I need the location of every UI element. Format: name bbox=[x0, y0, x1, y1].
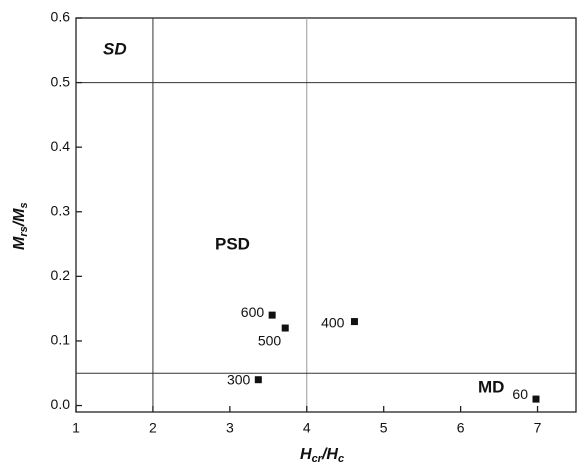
region-label: PSD bbox=[215, 234, 250, 253]
x-tick-label: 2 bbox=[149, 420, 157, 436]
data-point bbox=[268, 311, 276, 319]
label-part: rs bbox=[18, 226, 30, 236]
y-tick-label: 0.0 bbox=[51, 396, 71, 412]
x-tick-label: 4 bbox=[303, 420, 311, 436]
label-part: H bbox=[300, 446, 312, 463]
label-part: /H bbox=[321, 446, 338, 463]
data-point bbox=[532, 395, 540, 403]
y-tick-label: 0.4 bbox=[51, 138, 71, 154]
y-tick-label: 0.6 bbox=[51, 9, 71, 25]
region-label: SD bbox=[103, 39, 127, 58]
point-label: 400 bbox=[321, 314, 345, 330]
x-axis-label: Hcr/Hc bbox=[300, 446, 344, 465]
point-label: 500 bbox=[258, 333, 282, 349]
x-tick-label: 3 bbox=[226, 420, 234, 436]
data-point bbox=[254, 376, 262, 384]
label-part: s bbox=[18, 202, 30, 208]
point-label: 60 bbox=[512, 386, 528, 402]
label-part: /M bbox=[11, 208, 28, 227]
x-tick-label: 5 bbox=[380, 420, 388, 436]
region-label: MD bbox=[478, 377, 504, 396]
y-axis-label: Mrs/Ms bbox=[11, 202, 30, 250]
y-tick-label: 0.5 bbox=[51, 73, 71, 89]
plot-frame bbox=[75, 17, 577, 413]
data-point bbox=[350, 318, 358, 326]
y-tick-label: 0.1 bbox=[51, 332, 71, 348]
x-tick-label: 1 bbox=[72, 420, 80, 436]
point-label: 600 bbox=[241, 304, 265, 320]
label-part: c bbox=[338, 453, 344, 465]
y-tick-label: 0.2 bbox=[51, 267, 71, 283]
label-part: M bbox=[11, 236, 28, 250]
x-tick-label: 7 bbox=[534, 420, 542, 436]
data-point bbox=[281, 324, 289, 332]
point-label: 300 bbox=[227, 371, 251, 387]
label-part: cr bbox=[312, 453, 323, 465]
x-tick-label: 6 bbox=[457, 420, 465, 436]
y-tick-label: 0.3 bbox=[51, 202, 71, 218]
